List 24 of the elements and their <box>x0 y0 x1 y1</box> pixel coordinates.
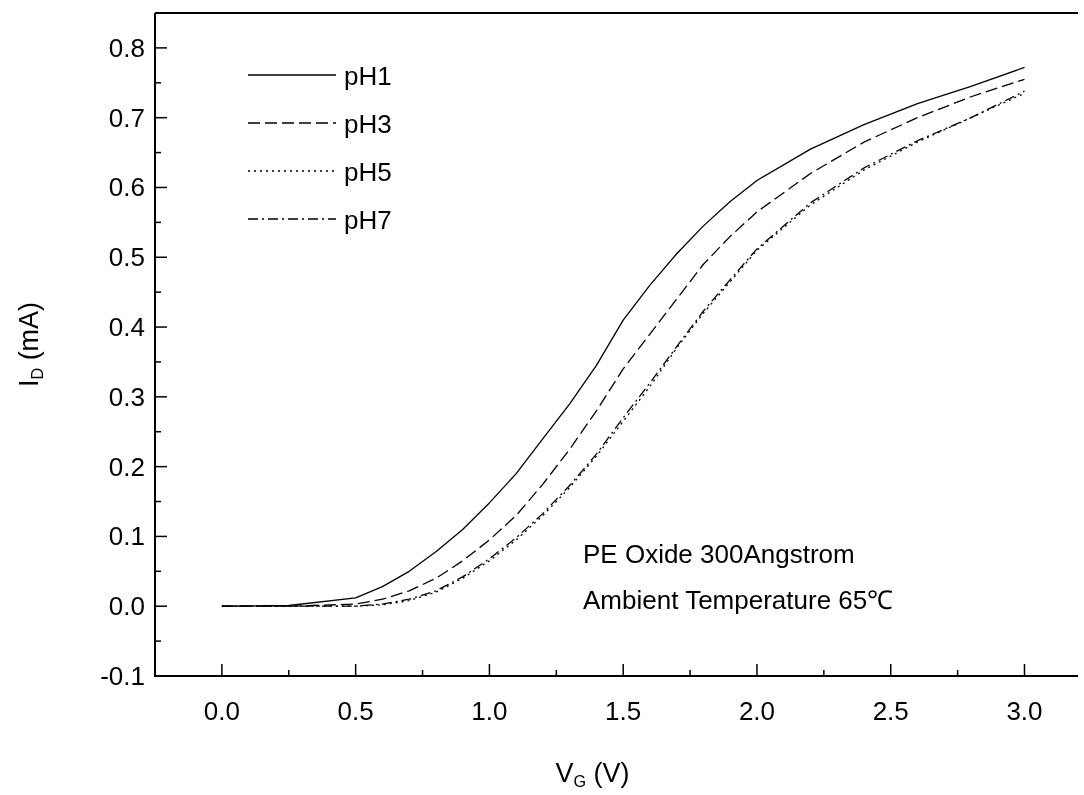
annotation: PE Oxide 300Angstrom <box>583 539 855 569</box>
x-tick-label: 1.0 <box>471 696 508 726</box>
y-tick-label: 0.2 <box>108 451 145 482</box>
legend-label: pH5 <box>344 157 392 187</box>
legend-label: pH3 <box>344 109 392 139</box>
y-tick-label: 0.8 <box>108 32 145 63</box>
x-tick-label: 1.5 <box>605 696 642 726</box>
legend-label: pH7 <box>344 205 392 235</box>
y-tick-label: 0.0 <box>108 591 145 622</box>
x-tick-label: 2.0 <box>738 696 776 726</box>
y-tick-label: 0.1 <box>108 521 145 552</box>
y-tick-label: 0.3 <box>108 381 145 412</box>
y-tick-label: 0.4 <box>108 312 145 343</box>
legend-label: pH1 <box>344 61 392 91</box>
y-tick-label: 0.5 <box>108 242 145 273</box>
x-tick-label: 0.5 <box>337 696 374 726</box>
annotation: Ambient Temperature 65℃ <box>583 585 894 615</box>
x-tick-label: 3.0 <box>1006 696 1043 726</box>
x-tick-label: 2.5 <box>872 696 909 726</box>
x-tick-label: 0.0 <box>203 696 240 726</box>
y-tick-label: 0.7 <box>108 102 145 133</box>
x-axis-title: V$_{G}$ (V) <box>555 758 630 790</box>
y-tick-label: 0.6 <box>108 172 145 203</box>
y-tick-label: -0.1 <box>100 661 145 691</box>
